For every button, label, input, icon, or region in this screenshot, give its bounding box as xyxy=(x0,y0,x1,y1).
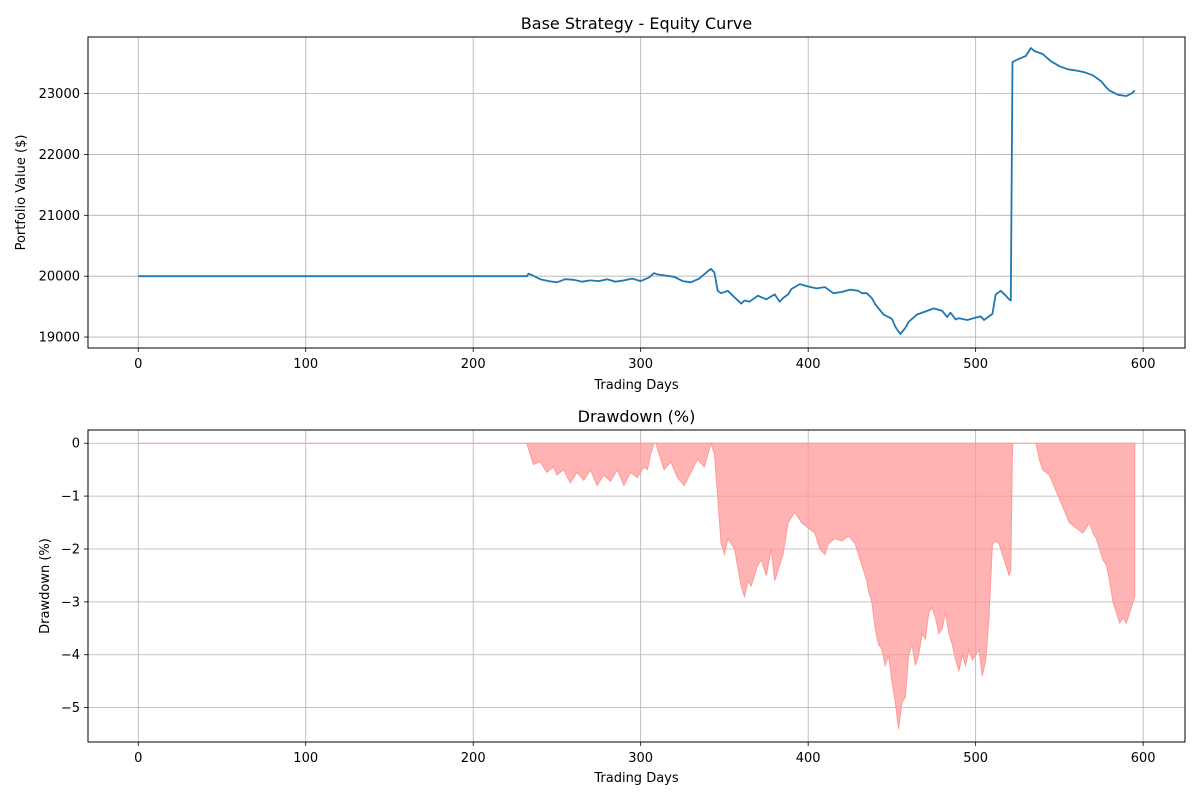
x-tick-label: 200 xyxy=(461,751,486,766)
equity-y-axis-label: Portfolio Value ($) xyxy=(14,135,29,251)
y-tick-label: −3 xyxy=(61,595,80,610)
x-tick-label: 200 xyxy=(461,357,486,372)
drawdown-y-axis-label: Drawdown (%) xyxy=(38,538,53,634)
x-tick-label: 500 xyxy=(963,751,988,766)
y-tick-label: −2 xyxy=(61,542,80,557)
equity-line xyxy=(138,47,1136,335)
y-tick-label: 23000 xyxy=(39,87,80,102)
x-tick-label: 100 xyxy=(293,751,318,766)
x-tick-label: 300 xyxy=(628,751,653,766)
x-tick-label: 500 xyxy=(963,357,988,372)
y-tick-label: −5 xyxy=(61,701,80,716)
y-tick-label: 20000 xyxy=(39,270,80,285)
drawdown-plot-frame xyxy=(87,429,1186,743)
equity-chart-title: Base Strategy - Equity Curve xyxy=(521,14,752,33)
y-tick-label: 22000 xyxy=(39,148,80,163)
drawdown-chart-title: Drawdown (%) xyxy=(578,407,696,426)
equity-curve-chart: 0 100 200 300 400 500 600 19000 20000 21000 22000 2… xyxy=(14,14,1186,393)
y-tick-label: 21000 xyxy=(39,209,80,224)
x-tick-label: 0 xyxy=(134,751,142,766)
x-tick-label: 600 xyxy=(1131,751,1156,766)
equity-plot-frame xyxy=(87,36,1186,349)
drawdown-area xyxy=(138,441,1136,729)
x-tick-label: 100 xyxy=(293,357,318,372)
x-tick-label: 0 xyxy=(134,357,142,372)
y-tick-label: −1 xyxy=(61,490,80,505)
equity-x-axis-label: Trading Days xyxy=(593,378,678,393)
x-tick-label: 300 xyxy=(628,357,653,372)
x-tick-label: 600 xyxy=(1131,357,1156,372)
drawdown-tick-labels: 0 100 200 300 400 500 600 0 −1 −2 −3 −4 −5 xyxy=(61,437,1156,766)
equity-tick-labels: 0 100 200 300 400 500 600 19000 20000 21000 22000 2… xyxy=(39,87,1156,372)
y-tick-label: 19000 xyxy=(39,331,80,346)
x-tick-label: 400 xyxy=(796,751,821,766)
y-tick-label: −4 xyxy=(61,648,80,663)
drawdown-chart: 0 100 200 300 400 500 600 0 −1 −2 −3 −4 −5 Drawdown … xyxy=(38,407,1186,786)
y-tick-label: 0 xyxy=(72,437,80,452)
drawdown-x-axis-label: Trading Days xyxy=(593,771,678,786)
x-tick-label: 400 xyxy=(796,357,821,372)
equity-grid xyxy=(88,37,1185,348)
